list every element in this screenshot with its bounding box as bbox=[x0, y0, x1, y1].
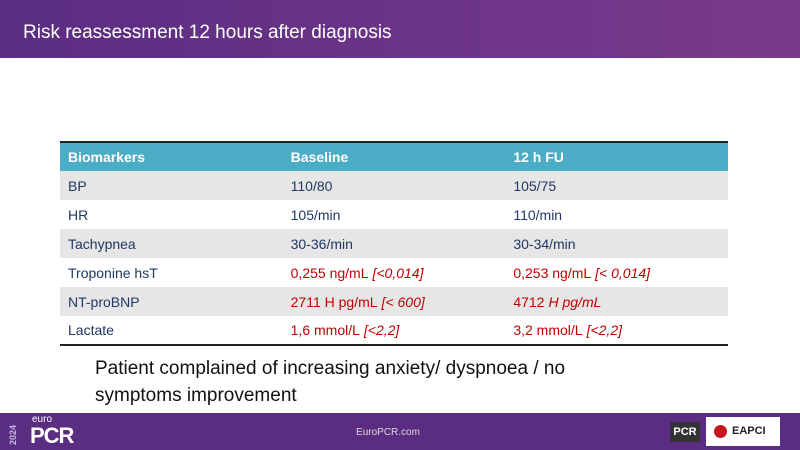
brand-top: euro bbox=[32, 414, 53, 425]
logo-eapci: EAPCI bbox=[706, 417, 780, 446]
table-cell: 2711 H pg/mL [< 600] bbox=[282, 287, 506, 316]
table-cell: 0,253 ng/mL [< 0,014] bbox=[505, 258, 728, 287]
cell-text: [< 0,014] bbox=[595, 264, 651, 281]
table-cell: 30-36/min bbox=[282, 229, 506, 258]
table-cell: 3,2 mmol/L [<2,2] bbox=[505, 316, 728, 345]
table-cell: 110/80 bbox=[282, 171, 506, 200]
column-header: Biomarkers bbox=[60, 142, 283, 171]
column-header: Baseline bbox=[282, 142, 506, 171]
header-title: Risk reassessment 12 hours after diagnos… bbox=[0, 0, 800, 58]
cell-text: Troponine hsT bbox=[68, 264, 158, 281]
table-row: Troponine hsT 0,255 ng/mL [<0,014] 0,253 ng… bbox=[60, 258, 728, 287]
cell-text: 0,253 ng/mL bbox=[513, 264, 592, 281]
table-cell: 4712 H pg/mL bbox=[505, 287, 728, 316]
cell-text: [<2,2] bbox=[586, 322, 622, 338]
cell-text: 1,6 mmol/L bbox=[290, 322, 360, 338]
cell-text: 30-36/min bbox=[290, 235, 353, 252]
cell-text: 2711 H pg/mL bbox=[290, 293, 378, 310]
note: Patient complained of increasing anxiety… bbox=[95, 358, 566, 406]
table-cell: Troponine hsT bbox=[60, 258, 283, 287]
table-cell: NT-proBNP bbox=[60, 287, 283, 316]
cell-text: [<0,014] bbox=[372, 264, 424, 281]
table-row: HR 105/min 110/min bbox=[60, 200, 728, 229]
cell-text: BP bbox=[68, 177, 87, 194]
table-cell: 105/75 bbox=[505, 171, 728, 200]
cell-text: Lactate bbox=[68, 322, 114, 338]
table-cell: Lactate bbox=[60, 316, 283, 345]
cell-text: 30-34/min bbox=[513, 235, 576, 252]
table-row: BP 110/80 105/75 bbox=[60, 171, 728, 200]
cell-text: 0,255 ng/mL bbox=[290, 264, 369, 281]
table-cell: HR bbox=[60, 200, 283, 229]
cell-text: H pg/mL bbox=[548, 293, 602, 310]
table-row: Tachypnea 30-36/min 30-34/min bbox=[60, 229, 728, 258]
header-row: Biomarkers Baseline 12 h FU bbox=[60, 142, 728, 171]
cell-text: Tachypnea bbox=[68, 235, 136, 252]
brand: PCR bbox=[30, 423, 74, 448]
table-cell: BP bbox=[60, 171, 283, 200]
column-header: 12 h FU bbox=[505, 142, 728, 171]
cell-text: 110/min bbox=[513, 206, 563, 223]
cell-text: 105/min bbox=[290, 206, 341, 223]
table-cell: 105/min bbox=[283, 200, 506, 229]
table-cell: 1,6 mmol/L [<2,2] bbox=[283, 316, 506, 345]
table-cell: 0,255 ng/mL [<0,014] bbox=[283, 258, 506, 287]
cell-text: 105/75 bbox=[513, 177, 557, 194]
cell-text: 110/80 bbox=[290, 177, 333, 194]
cell-text: [< 600] bbox=[381, 293, 425, 310]
logo-pcr: PCR bbox=[670, 422, 700, 442]
cell-text: 3,2 mmol/L bbox=[513, 322, 583, 338]
cell-text: [<2,2] bbox=[363, 322, 400, 338]
table-cell: 110/min bbox=[505, 200, 728, 229]
cell-text: HR bbox=[68, 206, 89, 223]
footer: 2024 euro PCR EuroPCR.com PCR EAPCI bbox=[0, 413, 800, 450]
biomarker-table: Biomarkers Baseline 12 h FU BP 110/80 105/75 H… bbox=[60, 141, 728, 346]
url: EuroPCR.com bbox=[356, 427, 420, 438]
table-row: NT-proBNP 2711 H pg/mL [< 600] 4712 H pg/mL bbox=[60, 287, 728, 316]
table-cell: 30-34/min bbox=[505, 229, 728, 258]
table-cell: Tachypnea bbox=[60, 229, 283, 258]
table-row: Lactate 1,6 mmol/L [<2,2] 3,2 mmol/L [<2,2] bbox=[60, 316, 728, 345]
cell-text: 4712 bbox=[513, 293, 545, 310]
cell-text: NT-proBNP bbox=[68, 293, 140, 310]
